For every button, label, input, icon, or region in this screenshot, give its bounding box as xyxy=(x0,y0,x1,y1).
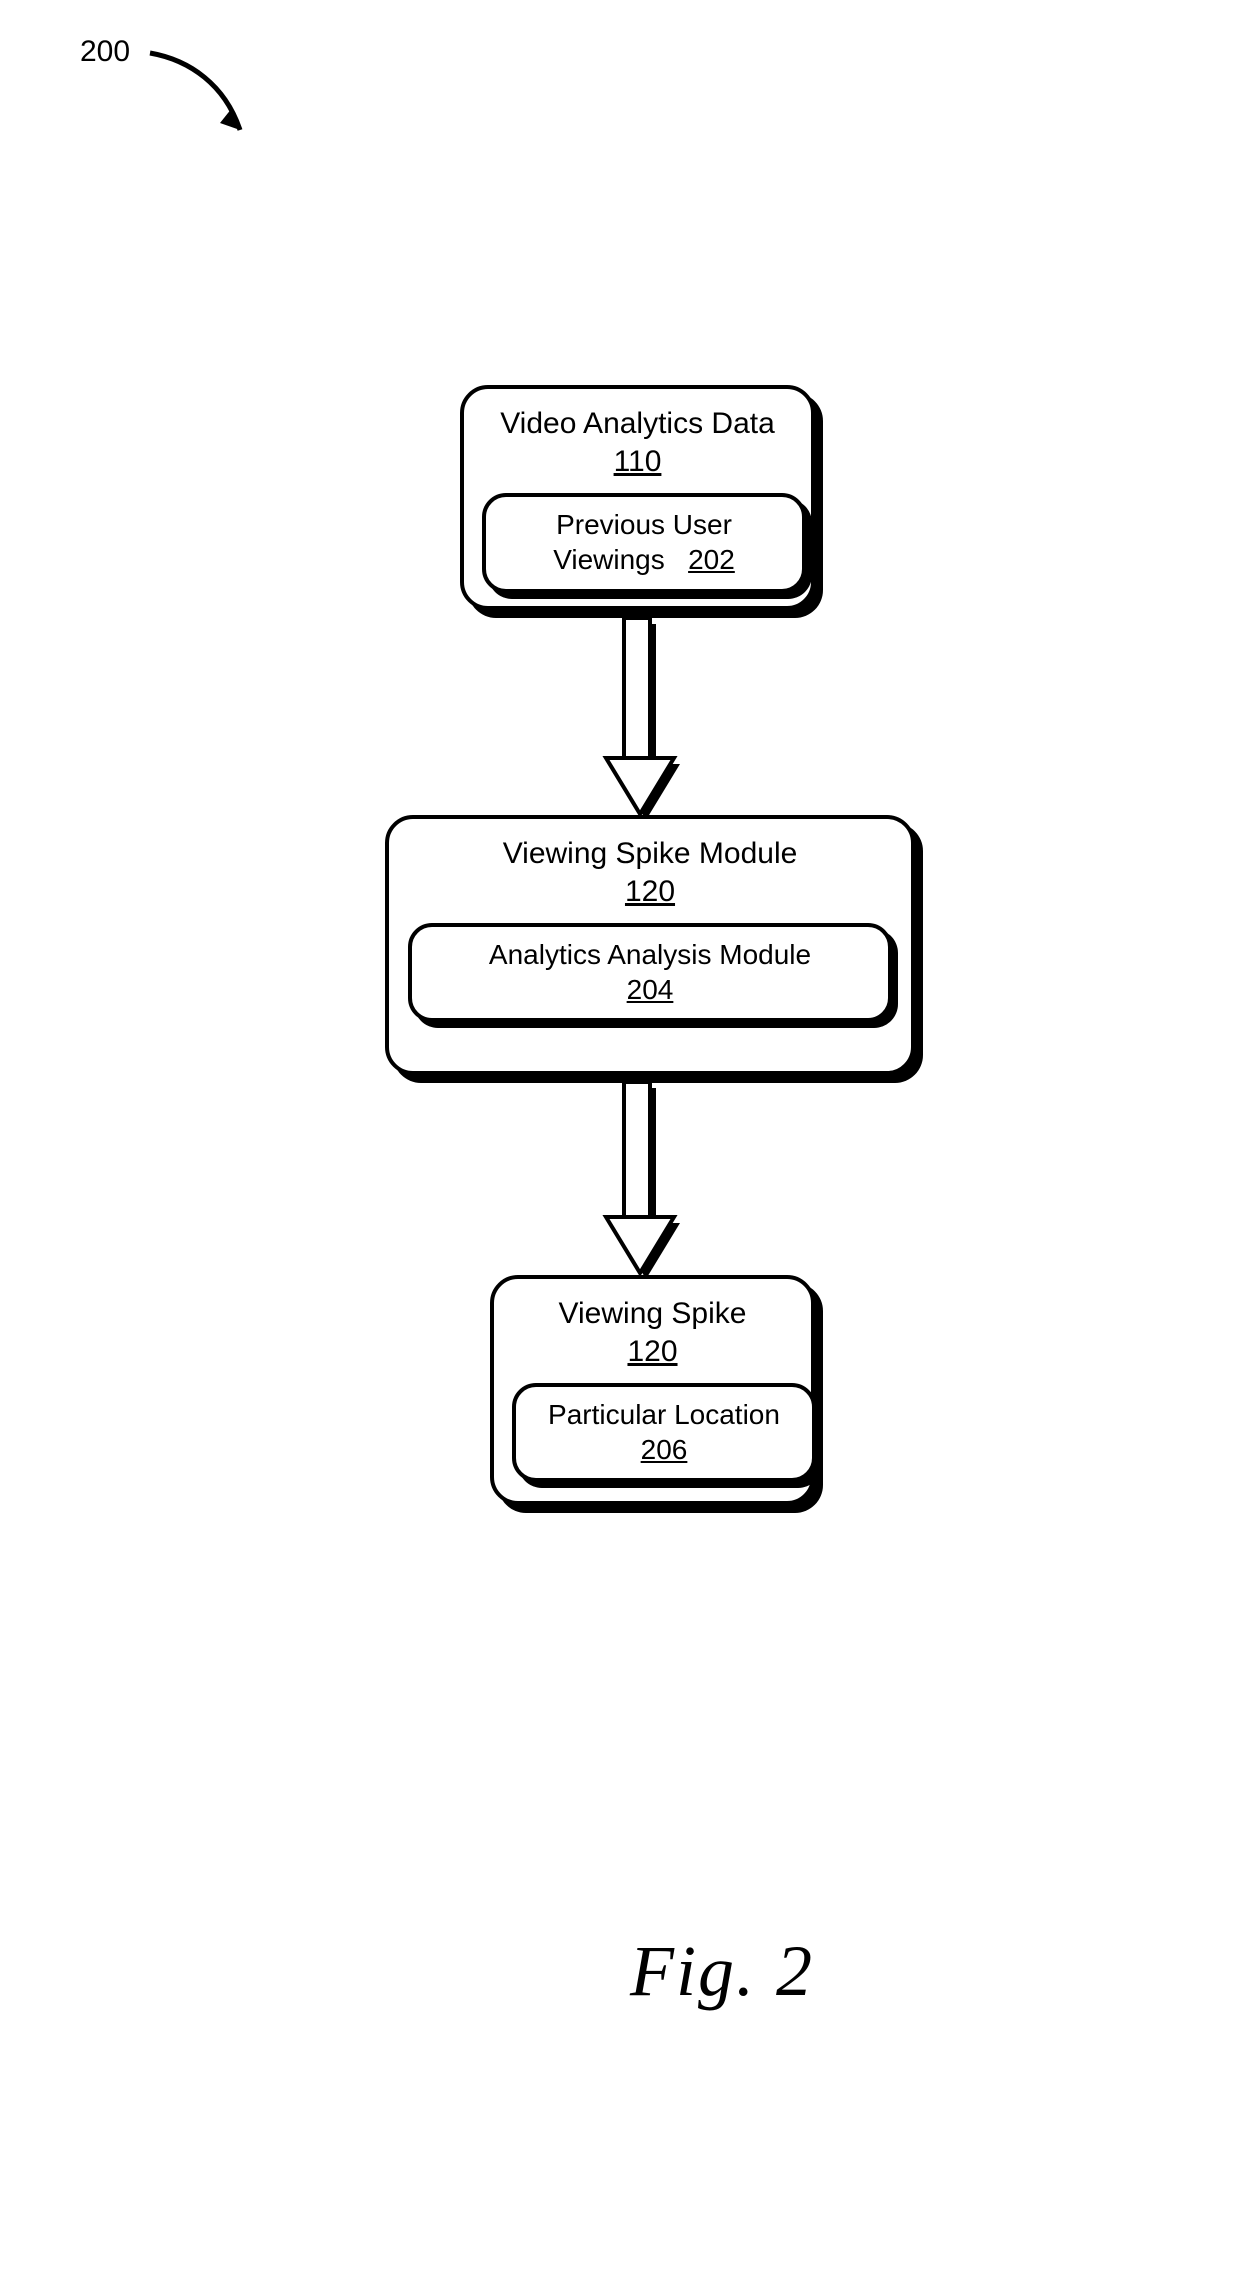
flow-arrow xyxy=(600,1082,690,1287)
node-video-analytics-data: Video Analytics Data 110 Previous User V… xyxy=(460,385,815,610)
figure-number-label: 200 xyxy=(80,35,130,69)
node-viewing-spike: Viewing Spike 120 Particular Location 20… xyxy=(490,1275,815,1505)
flow-arrow xyxy=(600,618,690,828)
inner-node-analytics-analysis-module: Analytics Analysis Module 204 xyxy=(408,923,892,1022)
node-ref-number: 120 xyxy=(407,875,893,909)
inner-node-ref-number: 202 xyxy=(688,544,735,575)
inner-node-line: Viewings 202 xyxy=(504,542,784,577)
inner-node-line: Analytics Analysis Module xyxy=(430,937,870,972)
node-ref-number: 110 xyxy=(482,445,793,479)
flowchart-diagram: 200 Video Analytics Data 110 Previous Us… xyxy=(0,0,1240,2293)
node-title: Viewing Spike xyxy=(512,1295,793,1333)
node-title: Viewing Spike Module xyxy=(407,835,893,873)
inner-node-ref-number: 206 xyxy=(534,1434,794,1466)
inner-node-ref-number: 204 xyxy=(430,974,870,1006)
inner-node-particular-location: Particular Location 206 xyxy=(512,1383,816,1482)
node-ref-number: 120 xyxy=(512,1335,793,1369)
inner-node-line: Previous User xyxy=(504,507,784,542)
figure-caption: Fig. 2 xyxy=(630,1930,814,2013)
inner-node-tail: Viewings xyxy=(553,544,665,575)
inner-node-line: Particular Location xyxy=(534,1397,794,1432)
figure-number-reference-arrow xyxy=(140,45,260,155)
inner-node-previous-user-viewings: Previous User Viewings 202 xyxy=(482,493,806,593)
node-title: Video Analytics Data xyxy=(482,405,793,443)
node-viewing-spike-module: Viewing Spike Module 120 Analytics Analy… xyxy=(385,815,915,1075)
